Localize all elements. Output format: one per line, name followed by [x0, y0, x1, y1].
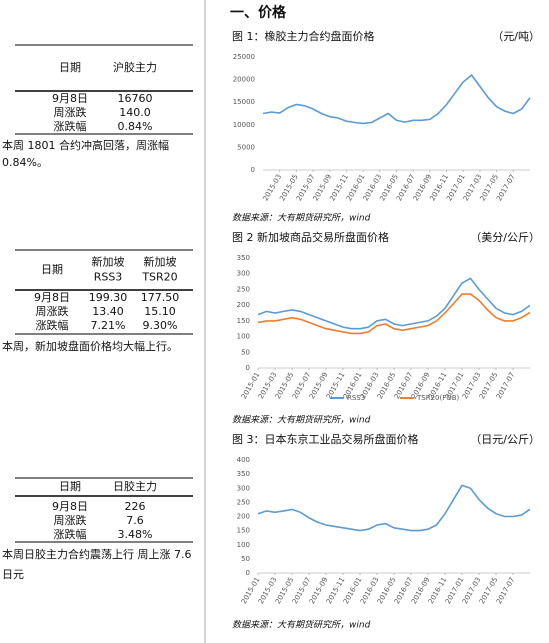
table-cell: 9月8日: [52, 92, 88, 105]
legend-label: TSR20(FOB): [416, 394, 460, 402]
table-note: 本周 1801 合约冲高回落，周涨幅: [2, 138, 169, 152]
table-note: 0.84%。: [2, 156, 48, 169]
table-note: 本周日胶主力合约震荡上行 周上涨 7.6: [2, 547, 192, 561]
y-tick-label: 300: [237, 484, 250, 492]
table-cell: 9月8日: [52, 500, 88, 513]
y-tick-label: 250: [237, 285, 250, 293]
table-cell: 140.0: [119, 106, 151, 119]
table-header: TSR20: [141, 271, 177, 284]
table-header: 日期: [59, 61, 81, 74]
chart-source: 数据来源：大有期货研究所，wind: [232, 213, 371, 224]
y-tick-label: 50: [241, 348, 250, 356]
series-line: [257, 277, 531, 330]
series-line: [257, 293, 531, 335]
series-line: [262, 73, 531, 125]
table-cell: 13.40: [92, 305, 124, 318]
table-cell: 周涨跌: [54, 105, 87, 119]
table-header: 日期: [59, 480, 81, 493]
table-cell: 周涨跌: [36, 304, 69, 318]
y-tick-label: 0: [246, 364, 250, 372]
y-tick-label: 150: [237, 317, 250, 325]
y-tick-label: 25000: [233, 53, 255, 61]
chart-source: 数据来源：大有期货研究所，wind: [232, 415, 371, 426]
y-tick-label: 0: [251, 166, 255, 174]
y-tick-label: 10000: [233, 121, 255, 129]
heading: 一、价格: [230, 4, 287, 21]
table-cell: 涨跌幅: [54, 527, 87, 541]
chart-unit: （元/吨）: [492, 30, 540, 43]
y-tick-label: 100: [237, 333, 250, 341]
y-tick-label: 20000: [233, 76, 255, 84]
table-header: RSS3: [94, 271, 123, 284]
chart-unit: （日元/公斤）: [470, 433, 540, 446]
chart-title: 图 1：橡胶主力合约盘面价格: [232, 29, 375, 43]
y-tick-label: 5000: [237, 143, 255, 151]
y-tick-label: 400: [237, 456, 250, 464]
chart-source: 数据来源：大有期货研究所，wind: [232, 620, 371, 631]
series-line: [257, 484, 531, 532]
table-cell: 16760: [118, 92, 153, 105]
y-tick-label: 100: [237, 541, 250, 549]
table-header: 沪胶主力: [113, 60, 157, 74]
y-tick-label: 300: [237, 270, 250, 278]
legend-label: RSS3: [347, 394, 365, 402]
table-header: 新加坡: [144, 255, 177, 269]
table-header: 日胶主力: [113, 479, 157, 493]
y-tick-label: 350: [237, 470, 250, 478]
table-header: 日期: [41, 263, 63, 276]
y-tick-label: 350: [237, 254, 250, 262]
table-cell: 周涨跌: [54, 513, 87, 527]
y-tick-label: 200: [237, 301, 250, 309]
table-cell: 9月8日: [34, 291, 70, 304]
y-tick-label: 50: [241, 555, 250, 563]
table-cell: 199.30: [89, 291, 128, 304]
table-cell: 177.50: [141, 291, 180, 304]
y-tick-label: 15000: [233, 98, 255, 106]
table-cell: 7.6: [126, 514, 144, 527]
table-cell: 7.21%: [91, 319, 126, 332]
table-note: 本周，新加坡盘面价格均大幅上行。: [2, 339, 178, 353]
chart-unit: （美分/公斤）: [470, 231, 540, 244]
y-tick-label: 200: [237, 513, 250, 521]
table-cell: 226: [125, 500, 146, 513]
table-cell: 0.84%: [118, 120, 153, 133]
table-cell: 涨跌幅: [36, 318, 69, 332]
table-cell: 3.48%: [118, 528, 153, 541]
table-header: 新加坡: [92, 255, 125, 269]
table-cell: 涨跌幅: [54, 119, 87, 133]
table-cell: 9.30%: [143, 319, 178, 332]
y-tick-label: 150: [237, 527, 250, 535]
y-tick-label: 250: [237, 498, 250, 506]
chart-title: 图 3：日本东京工业品交易所盘面价格: [232, 432, 419, 446]
table-cell: 15.10: [144, 305, 176, 318]
chart-title: 图 2 新加坡商品交易所盘面价格: [232, 230, 389, 244]
y-tick-label: 0: [246, 569, 250, 577]
table-note: 日元: [2, 568, 24, 581]
